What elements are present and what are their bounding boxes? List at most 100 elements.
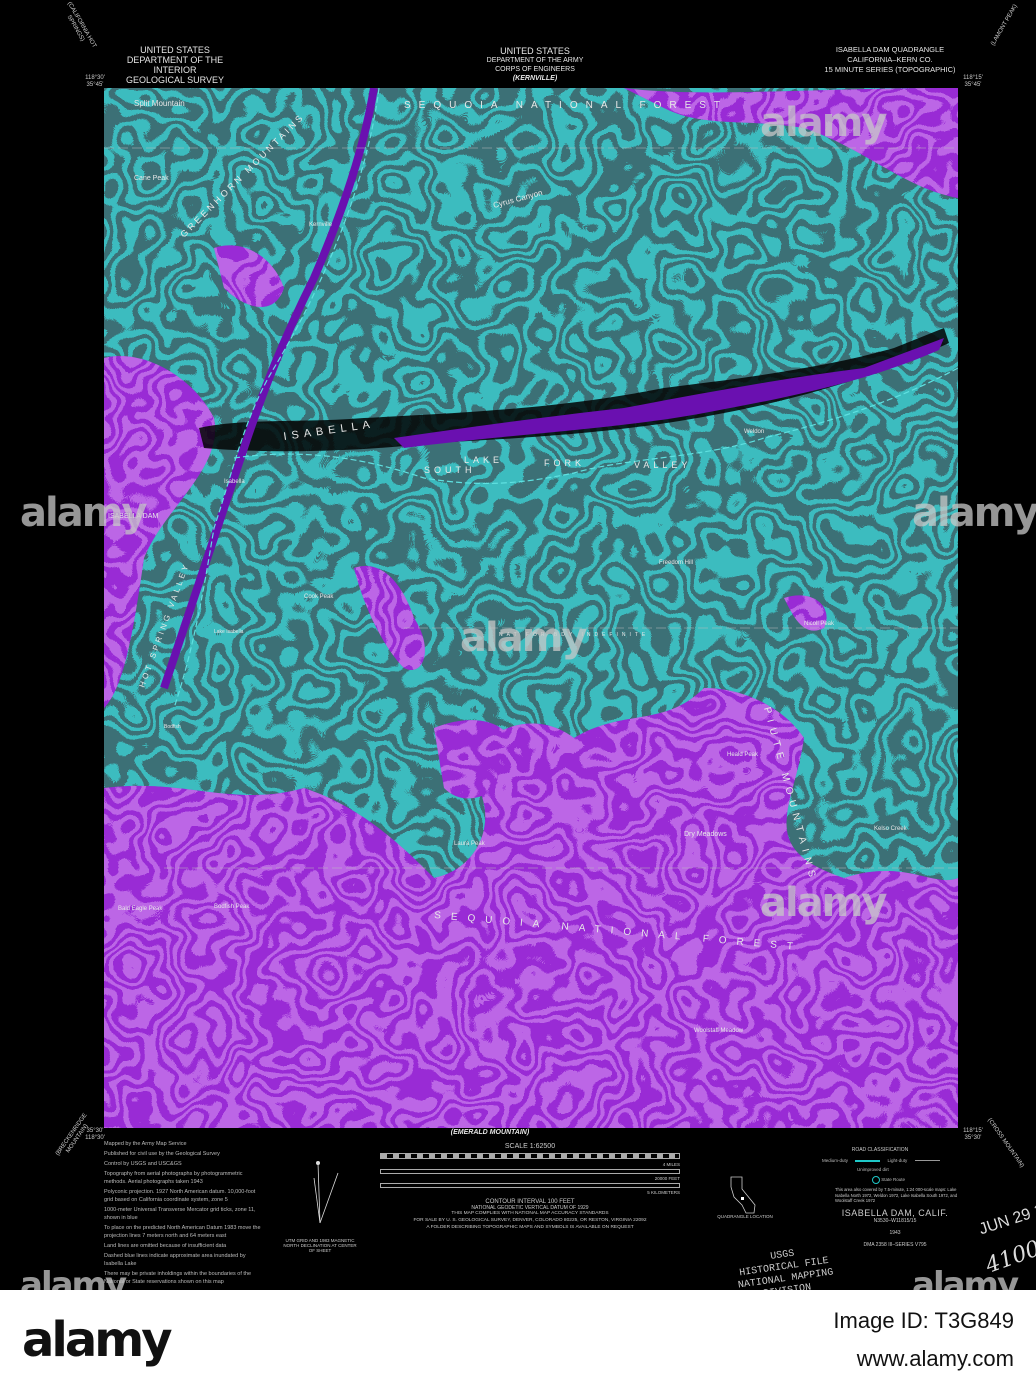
isabella-lake: [394, 338, 944, 448]
map-label: LAKE: [464, 455, 503, 465]
legend-unimproved-dirt: Unimproved dirt: [857, 1167, 889, 1172]
map-label: Bald Eagle Peak: [118, 906, 163, 912]
map-label: Bodfish Peak: [214, 904, 250, 910]
note: Dashed blue lines indicate approximate a…: [104, 1253, 246, 1267]
scale-unit: 20000 FEET: [654, 1176, 680, 1181]
road-classification-title: ROAD CLASSIFICATION: [851, 1147, 909, 1153]
note: Land lines are omitted because of insuff…: [104, 1243, 227, 1249]
road-legend: Medium-duty Light-duty Unimproved dirt S…: [822, 1158, 962, 1184]
legend-state-route: State Route: [881, 1177, 906, 1183]
note: Topography from aerial photographs by ph…: [104, 1171, 243, 1185]
adjoining-sheet-label: (KERNVILLE): [512, 75, 558, 82]
topographic-map[interactable]: Split Mountain SEQUOIA NATIONAL FOREST C…: [104, 88, 958, 1128]
note: Mapped by the Army Map Service: [104, 1141, 187, 1147]
note: There may be private inholdings within t…: [104, 1271, 252, 1285]
compliance-line: FOR SALE BY U. S. GEOLOGICAL SURVEY, DEN…: [413, 1218, 647, 1223]
adjoining-sheet-ne: (LAMONT PEAK): [990, 3, 1019, 47]
watermark: alamy: [912, 490, 1036, 536]
stock-footer: alamy Image ID: T3G849 www.alamy.com: [0, 1290, 1036, 1390]
adjoining-sheet-south: (EMERALD MOUNTAIN): [450, 1129, 530, 1136]
map-code: N3530–W11815/15: [873, 1218, 917, 1224]
map-label: SEQUOIA NATIONAL FOREST: [404, 100, 728, 111]
highway-road: [173, 88, 380, 709]
header-line: CALIFORNIA–KERN CO.: [847, 55, 933, 64]
compliance-line: THIS MAP COMPLIES WITH NATIONAL MAP ACCU…: [451, 1211, 609, 1216]
map-label: VALLEY: [634, 460, 691, 470]
watermark: alamy: [460, 615, 587, 661]
watermark: alamy: [760, 880, 887, 926]
map-label: SOUTH: [424, 465, 476, 475]
scale-title: SCALE 1:62500: [504, 1143, 556, 1150]
map-label: Cook Peak: [304, 594, 334, 600]
adjoining-sheet-se: (CROSS MOUNTAIN): [986, 1117, 1025, 1169]
south-fork-valley: [199, 328, 949, 452]
note: Published for civil use by the Geologica…: [104, 1151, 220, 1157]
header-line: DEPARTMENT OF THE INTERIOR: [126, 55, 224, 75]
california-outline-icon: [730, 1176, 756, 1214]
map-label: Woolstaff Meadow: [694, 1028, 744, 1034]
watermark: alamy: [760, 100, 887, 146]
map-label: Dry Meadows: [684, 831, 727, 838]
coverage-note: This area also covered by 7.5-minute, 1:…: [835, 1187, 958, 1203]
map-label: ISABELLA DAM: [108, 513, 158, 520]
coordinate-ne: 118°15' 35°45': [963, 75, 983, 88]
map-label: Bodfish: [164, 724, 181, 730]
map-label: Lake Isabella: [214, 629, 244, 635]
note: Control by USGS and USC&GS: [104, 1161, 182, 1167]
scale-unit: 5 KILOMETERS: [647, 1190, 680, 1195]
header-line: 15 MINUTE SERIES (TOPOGRAPHIC): [824, 65, 956, 74]
publisher-header-left: UNITED STATES DEPARTMENT OF THE INTERIOR…: [110, 45, 240, 85]
map-label: Split Mountain: [134, 99, 185, 108]
map-label: Nicoll Peak: [804, 621, 835, 627]
header-line: ISABELLA DAM QUADRANGLE: [835, 45, 945, 54]
note: To place on the predicted North American…: [104, 1225, 261, 1239]
vertical-datum: NATIONAL GEODETIC VERTICAL DATUM OF 1929: [471, 1205, 589, 1211]
image-id: Image ID: T3G849: [833, 1308, 1014, 1333]
publisher-header-center: UNITED STATES DEPARTMENT OF THE ARMY COR…: [470, 47, 600, 83]
alamy-logo: alamy: [22, 1312, 173, 1368]
map-label: Freedom Hill: [659, 560, 693, 566]
declination-caption: UTM GRID AND 1983 MAGNETIC NORTH DECLINA…: [283, 1238, 357, 1253]
map-label: Weldon: [744, 429, 764, 435]
quadrangle-location-label: QUADRANGLE LOCATION: [717, 1214, 773, 1219]
map-year: 1943: [889, 1230, 901, 1236]
scale-bar-km: [380, 1183, 680, 1188]
note: Polyconic projection. 1927 North America…: [104, 1189, 256, 1203]
state-route-178: [233, 367, 958, 485]
compliance-notes: THIS MAP COMPLIES WITH NATIONAL MAP ACCU…: [380, 1210, 680, 1231]
title-block: ISABELLA DAM, CALIF. N3530–W11815/15 194…: [830, 1208, 960, 1248]
scale-unit: 4 MILES: [662, 1162, 680, 1167]
header-line: DEPARTMENT OF THE ARMY: [486, 57, 584, 64]
contour-interval: CONTOUR INTERVAL 100 FEET: [485, 1199, 575, 1205]
watermark: alamy: [20, 490, 147, 536]
map-label: Isabella: [224, 479, 245, 485]
header-line: UNITED STATES: [500, 46, 570, 56]
header-line: GEOLOGICAL SURVEY: [125, 75, 225, 85]
map-label: FORK: [544, 458, 585, 468]
declination-diagram: [313, 1161, 339, 1224]
map-label: Kelso Creek: [874, 826, 908, 832]
legend-medium-duty: Medium-duty: [822, 1158, 849, 1163]
coordinate-sw: 35°30' 118°30': [85, 1128, 105, 1141]
map-name: ISABELLA DAM, CALIF.: [841, 1208, 949, 1218]
scale-bar-miles: [380, 1153, 680, 1159]
legend-light-duty: Light-duty: [887, 1158, 908, 1163]
map-label: Laura Peak: [454, 841, 486, 847]
quadrangle-header: ISABELLA DAM QUADRANGLE CALIFORNIA–KERN …: [810, 45, 970, 75]
scale-bar-feet: [380, 1169, 680, 1174]
map-notes: Mapped by the Army Map Service Published…: [104, 1140, 264, 1288]
state-route-icon: [872, 1176, 880, 1184]
map-label: Kernville: [309, 222, 333, 228]
coordinate-se: 118°15' 35°30': [963, 1128, 983, 1141]
header-line: UNITED STATES: [140, 45, 210, 55]
map-label: Heald Peak: [727, 752, 759, 758]
compliance-line: A FOLDER DESCRIBING TOPOGRAPHIC MAPS AND…: [426, 1225, 634, 1230]
scale-block: SCALE 1:62500 4 MILES 20000 FEET 5 KILOM…: [380, 1143, 680, 1211]
map-series: DMA 2358 III–SERIES V795: [863, 1242, 927, 1248]
coordinate-nw: 118°30' 35°45': [85, 75, 105, 88]
date-stamp: JUN 29 19: [977, 1198, 1036, 1239]
site-url: www.alamy.com: [856, 1346, 1014, 1371]
note: 1000-meter Universal Transverse Mercator…: [104, 1207, 256, 1221]
adjoining-sheet-nw: (CALIFORNIA HOT SPRINGS): [65, 0, 98, 50]
map-label: Cane Peak: [134, 175, 169, 182]
